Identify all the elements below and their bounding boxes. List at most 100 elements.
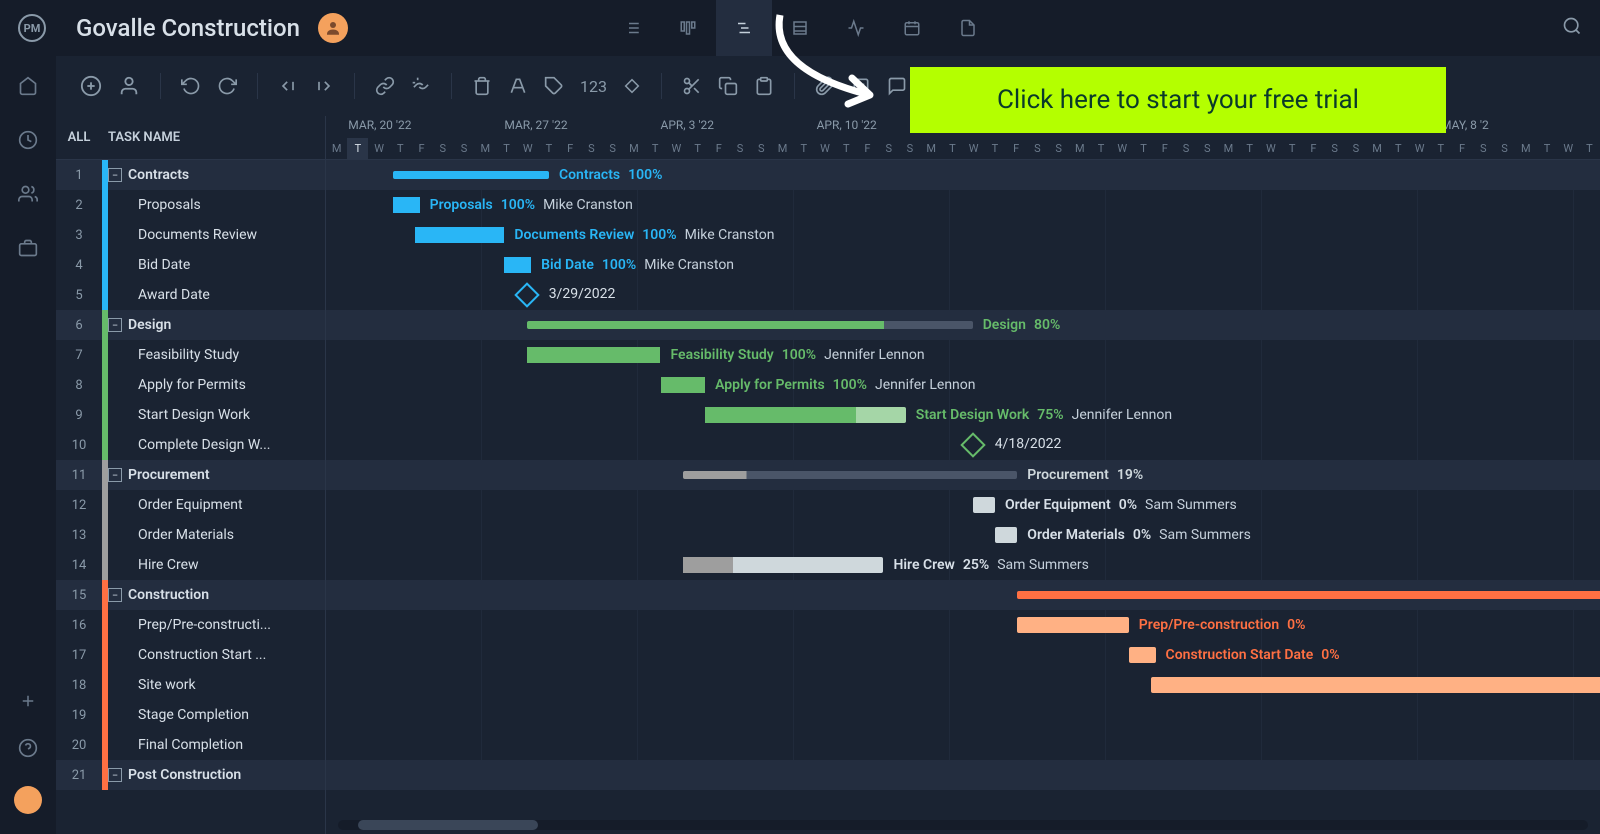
- task-bar[interactable]: Prep/Pre-construction0%: [1017, 617, 1129, 633]
- delete-icon[interactable]: [472, 76, 492, 96]
- gantt-row[interactable]: Bid Date100%Mike Cranston: [326, 250, 1600, 280]
- gantt-row[interactable]: Design80%: [326, 310, 1600, 340]
- gantt-row[interactable]: Construction Start Date0%: [326, 640, 1600, 670]
- attach-icon[interactable]: [815, 76, 835, 96]
- collapse-toggle-icon[interactable]: −: [108, 468, 122, 482]
- paste-icon[interactable]: [754, 76, 774, 96]
- header-all[interactable]: ALL: [56, 130, 102, 145]
- help-icon[interactable]: [18, 738, 38, 762]
- number-format-label[interactable]: 123: [580, 77, 607, 96]
- task-bar[interactable]: Documents Review100%Mike Cranston: [415, 227, 504, 243]
- gantt-row[interactable]: Prep/Pre-construction0%: [326, 610, 1600, 640]
- gantt-row[interactable]: Construction: [326, 580, 1600, 610]
- task-row[interactable]: 7Feasibility Study: [56, 340, 325, 370]
- task-row[interactable]: 1−Contracts: [56, 160, 325, 190]
- app-logo[interactable]: PM: [18, 14, 46, 42]
- task-bar[interactable]: Site work: [1151, 677, 1600, 693]
- task-row[interactable]: 19Stage Completion: [56, 700, 325, 730]
- link-icon[interactable]: [375, 76, 395, 96]
- task-row[interactable]: 14Hire Crew: [56, 550, 325, 580]
- summary-bar[interactable]: Procurement19%: [683, 471, 1018, 479]
- gantt-chart[interactable]: MAR, 20 '22MAR, 27 '22APR, 3 '22APR, 10 …: [326, 116, 1600, 834]
- gantt-row[interactable]: Order Equipment0%Sam Summers: [326, 490, 1600, 520]
- task-row[interactable]: 5Award Date: [56, 280, 325, 310]
- gantt-row[interactable]: [326, 700, 1600, 730]
- view-list-icon[interactable]: [604, 0, 660, 56]
- undo-icon[interactable]: [181, 76, 201, 96]
- task-bar[interactable]: Order Materials0%Sam Summers: [995, 527, 1017, 543]
- task-bar[interactable]: Order Equipment0%Sam Summers: [973, 497, 995, 513]
- gantt-row[interactable]: Order Materials0%Sam Summers: [326, 520, 1600, 550]
- recent-icon[interactable]: [18, 130, 38, 154]
- task-row[interactable]: 4Bid Date: [56, 250, 325, 280]
- gantt-row[interactable]: Apply for Permits100%Jennifer Lennon: [326, 370, 1600, 400]
- view-calendar-icon[interactable]: [884, 0, 940, 56]
- cut-icon[interactable]: [682, 76, 702, 96]
- user-avatar[interactable]: [14, 786, 42, 814]
- task-bar[interactable]: Feasibility Study100%Jennifer Lennon: [527, 347, 661, 363]
- task-bar[interactable]: Start Design Work75%Jennifer Lennon: [705, 407, 906, 423]
- add-task-icon[interactable]: [80, 75, 102, 97]
- unlink-icon[interactable]: [411, 76, 431, 96]
- task-row[interactable]: 18Site work: [56, 670, 325, 700]
- task-row[interactable]: 3Documents Review: [56, 220, 325, 250]
- task-row[interactable]: 15−Construction: [56, 580, 325, 610]
- task-bar[interactable]: Proposals100%Mike Cranston: [393, 197, 420, 213]
- collapse-toggle-icon[interactable]: −: [108, 768, 122, 782]
- search-icon[interactable]: [1562, 16, 1582, 40]
- task-row[interactable]: 20Final Completion: [56, 730, 325, 760]
- add-icon[interactable]: [19, 692, 37, 714]
- gantt-row[interactable]: [326, 760, 1600, 790]
- collapse-toggle-icon[interactable]: −: [108, 168, 122, 182]
- portfolio-icon[interactable]: [18, 238, 38, 262]
- summary-bar[interactable]: Construction: [1017, 591, 1600, 599]
- gantt-row[interactable]: Proposals100%Mike Cranston: [326, 190, 1600, 220]
- task-row[interactable]: 2Proposals: [56, 190, 325, 220]
- task-bar[interactable]: Apply for Permits100%Jennifer Lennon: [661, 377, 706, 393]
- milestone-marker[interactable]: [514, 282, 539, 307]
- gantt-row[interactable]: Site work: [326, 670, 1600, 700]
- scrollbar-thumb[interactable]: [358, 820, 538, 830]
- summary-bar[interactable]: Contracts100%: [393, 171, 549, 179]
- view-sheet-icon[interactable]: [772, 0, 828, 56]
- gantt-row[interactable]: Hire Crew25%Sam Summers: [326, 550, 1600, 580]
- gantt-row[interactable]: Procurement19%: [326, 460, 1600, 490]
- horizontal-scrollbar[interactable]: [338, 820, 1588, 830]
- assign-icon[interactable]: [118, 75, 140, 97]
- task-row[interactable]: 16Prep/Pre-constructi...: [56, 610, 325, 640]
- header-task-name[interactable]: TASK NAME: [102, 130, 180, 145]
- gantt-row[interactable]: 4/18/2022: [326, 430, 1600, 460]
- collapse-toggle-icon[interactable]: −: [108, 588, 122, 602]
- indent-icon[interactable]: [314, 76, 334, 96]
- milestone-marker[interactable]: [960, 432, 985, 457]
- copy-icon[interactable]: [718, 76, 738, 96]
- note-icon[interactable]: [851, 76, 871, 96]
- gantt-row[interactable]: Contracts100%: [326, 160, 1600, 190]
- gantt-row[interactable]: Start Design Work75%Jennifer Lennon: [326, 400, 1600, 430]
- gantt-row[interactable]: Feasibility Study100%Jennifer Lennon: [326, 340, 1600, 370]
- task-row[interactable]: 17Construction Start ...: [56, 640, 325, 670]
- collapse-toggle-icon[interactable]: −: [108, 318, 122, 332]
- task-bar[interactable]: Construction Start Date0%: [1129, 647, 1156, 663]
- free-trial-cta-button[interactable]: Click here to start your free trial: [910, 67, 1446, 133]
- task-bar[interactable]: Bid Date100%Mike Cranston: [504, 257, 531, 273]
- task-row[interactable]: 6−Design: [56, 310, 325, 340]
- task-row[interactable]: 8Apply for Permits: [56, 370, 325, 400]
- redo-icon[interactable]: [217, 76, 237, 96]
- task-row[interactable]: 13Order Materials: [56, 520, 325, 550]
- task-bar[interactable]: Hire Crew25%Sam Summers: [683, 557, 884, 573]
- task-row[interactable]: 11−Procurement: [56, 460, 325, 490]
- view-activity-icon[interactable]: [828, 0, 884, 56]
- tag-icon[interactable]: [544, 76, 564, 96]
- team-icon[interactable]: [18, 184, 38, 208]
- gantt-row[interactable]: Documents Review100%Mike Cranston: [326, 220, 1600, 250]
- summary-bar[interactable]: Design80%: [527, 321, 973, 329]
- milestone-icon[interactable]: [623, 77, 641, 95]
- outdent-icon[interactable]: [278, 76, 298, 96]
- view-gantt-icon[interactable]: [716, 0, 772, 56]
- task-row[interactable]: 12Order Equipment: [56, 490, 325, 520]
- task-row[interactable]: 9Start Design Work: [56, 400, 325, 430]
- gantt-row[interactable]: [326, 730, 1600, 760]
- task-row[interactable]: 10Complete Design W...: [56, 430, 325, 460]
- task-row[interactable]: 21−Post Construction: [56, 760, 325, 790]
